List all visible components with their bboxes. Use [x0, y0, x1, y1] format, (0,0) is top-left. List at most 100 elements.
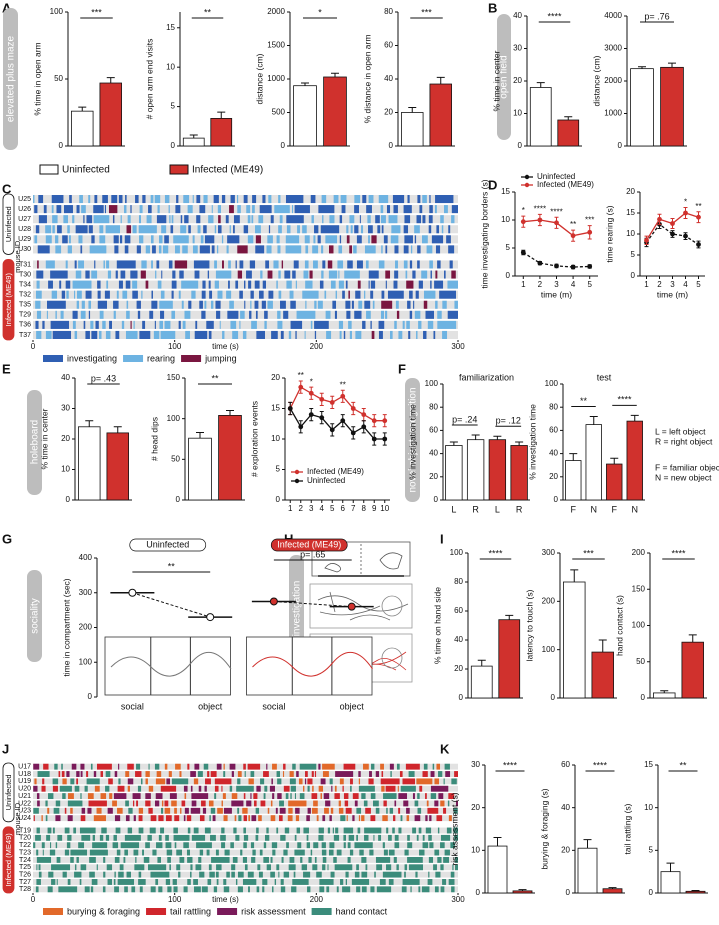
behavior-bout — [450, 871, 455, 878]
behavior-bout — [48, 280, 53, 289]
behavior-bout — [283, 785, 290, 792]
y-tick-label: 60 — [429, 426, 438, 435]
behavior-bout — [408, 771, 415, 777]
behavior-bout — [128, 807, 133, 814]
data-point — [308, 390, 314, 396]
behavior-bout — [325, 235, 338, 244]
legend-label: Infected (ME49) — [192, 165, 263, 176]
behavior-bout — [240, 310, 245, 319]
significance-label: ** — [570, 220, 576, 229]
behavior-bout — [164, 807, 171, 814]
behavior-bout — [429, 260, 433, 269]
bar — [401, 112, 424, 147]
behavior-bout — [340, 879, 344, 885]
behavior-bout — [195, 320, 198, 329]
behavior-bout — [94, 195, 98, 204]
behavior-bout — [81, 300, 85, 309]
y-axis-label: % time in center — [491, 50, 501, 111]
behavior-bout — [59, 785, 72, 792]
behavior-bout — [393, 205, 398, 214]
series-line — [289, 408, 385, 440]
y-tick-label: 10 — [501, 215, 510, 224]
behavior-bout — [417, 195, 421, 204]
legend-swatch — [181, 355, 202, 362]
y-tick-label: 80 — [384, 7, 393, 16]
behavior-bout — [343, 793, 349, 800]
behavior-bout — [81, 807, 86, 814]
x-tick-label: social — [121, 701, 144, 711]
row-background — [33, 320, 458, 329]
behavior-bout — [378, 330, 383, 339]
y-axis-label: latency to touch (s) — [524, 589, 534, 661]
behavior-bout — [223, 763, 225, 770]
behavior-bout — [396, 310, 400, 319]
behavior-bout — [239, 320, 241, 329]
behavior-bout — [235, 879, 238, 885]
behavior-bout — [286, 842, 289, 849]
behavior-bout — [338, 800, 341, 807]
behavior-bout — [55, 842, 58, 849]
behavior-bout — [154, 320, 156, 329]
behavior-bout — [279, 807, 286, 814]
behavior-bout — [378, 260, 385, 269]
behavior-bout — [190, 771, 196, 777]
behavior-bout — [253, 793, 258, 800]
behavior-bout — [294, 793, 297, 800]
bar — [626, 420, 643, 501]
behavior-bout — [325, 800, 331, 807]
behavior-bout — [444, 763, 450, 770]
behavior-bout — [124, 205, 127, 214]
behavior-bout — [190, 871, 192, 878]
group-box — [2, 826, 15, 894]
behavior-bout — [313, 800, 318, 807]
y-tick-label: 4000 — [604, 11, 622, 20]
behavior-bout — [167, 886, 172, 893]
significance-label: ** — [679, 760, 687, 770]
behavior-bout — [229, 225, 231, 234]
behavior-bout — [428, 856, 434, 863]
y-tick-label: 0 — [88, 692, 93, 701]
behavior-bout — [330, 871, 335, 878]
behavior-bout — [329, 778, 333, 785]
behavior-bout — [326, 886, 330, 893]
row-background — [33, 793, 458, 800]
group-label: Uninfected — [4, 774, 13, 810]
behavior-bout — [300, 856, 303, 863]
behavior-bout — [314, 225, 319, 234]
behavior-bout — [243, 280, 246, 289]
x-tick-label: R — [516, 504, 523, 514]
behavior-bout — [416, 215, 422, 224]
behavior-bout — [435, 300, 438, 309]
behavior-bout — [352, 793, 359, 800]
behavior-bout — [234, 815, 237, 822]
behavior-bout — [448, 225, 451, 234]
behavior-bout — [233, 827, 237, 834]
behavior-bout — [51, 205, 54, 214]
data-point — [329, 427, 335, 433]
behavior-bout — [45, 800, 48, 807]
behavior-bout — [422, 215, 426, 224]
behavior-bout — [289, 290, 294, 299]
side-label-box — [497, 14, 511, 140]
behavior-bout — [101, 827, 107, 834]
behavior-bout — [321, 849, 327, 856]
behavior-bout — [306, 842, 310, 849]
behavior-bout — [155, 778, 166, 785]
behavior-bout — [191, 800, 197, 807]
behavior-bout — [190, 785, 193, 792]
behavior-bout — [188, 225, 191, 234]
behavior-bout — [375, 215, 380, 224]
y-tick-label: 0 — [59, 141, 64, 150]
behavior-bout — [202, 807, 207, 814]
y-tick-label: 15 — [166, 23, 175, 32]
behavior-bout — [155, 793, 163, 800]
behavior-bout — [343, 834, 347, 841]
behavior-bout — [147, 834, 152, 841]
behavior-bout — [196, 195, 201, 204]
behavior-bout — [434, 886, 439, 893]
bar — [106, 432, 129, 501]
row-label: T23 — [19, 849, 31, 856]
behavior-bout — [166, 778, 171, 785]
behavior-bout — [409, 290, 413, 299]
behavior-bout — [296, 771, 299, 777]
